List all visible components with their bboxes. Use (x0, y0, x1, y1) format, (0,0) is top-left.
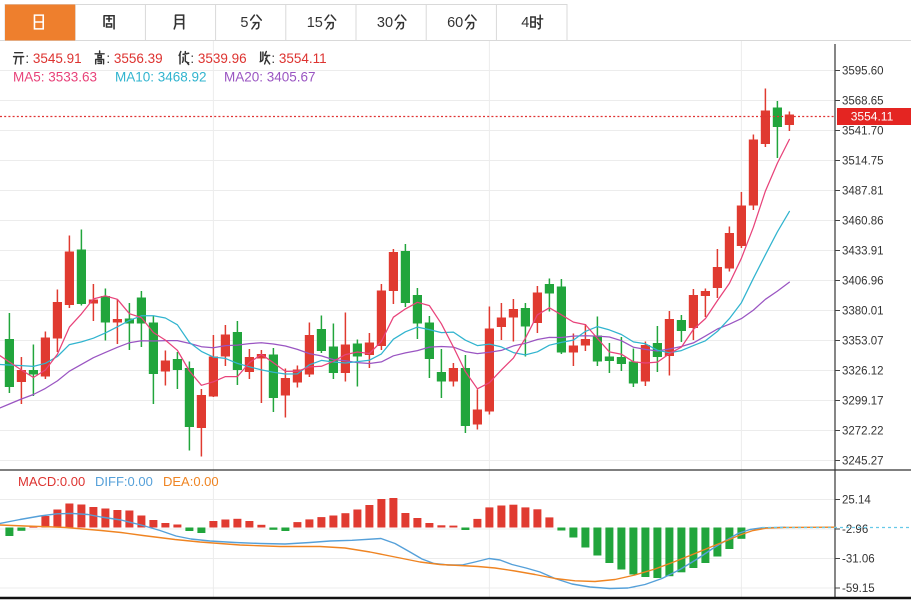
svg-text:3554.11: 3554.11 (851, 110, 894, 124)
svg-text:3433.91: 3433.91 (842, 246, 884, 258)
svg-text::: : (106, 51, 110, 66)
svg-text:DEA:0.00: DEA:0.00 (163, 474, 219, 489)
svg-text:3299.17: 3299.17 (842, 396, 884, 408)
svg-text:MA10: 3468.92: MA10: 3468.92 (115, 70, 207, 85)
svg-text:3568.65: 3568.65 (842, 96, 884, 108)
svg-text:MACD:0.00: MACD:0.00 (18, 474, 85, 489)
svg-text:3272.22: 3272.22 (842, 426, 884, 438)
svg-text:4: 4 (521, 15, 529, 31)
svg-text:MA5: 3533.63: MA5: 3533.63 (13, 70, 97, 85)
svg-text:5: 5 (240, 15, 248, 31)
svg-text:3460.86: 3460.86 (842, 216, 884, 228)
svg-text:3353.07: 3353.07 (842, 336, 884, 348)
svg-text:3487.81: 3487.81 (842, 186, 884, 198)
svg-text:3380.01: 3380.01 (842, 306, 884, 318)
svg-text::: : (25, 51, 29, 66)
svg-text:3595.60: 3595.60 (842, 66, 884, 78)
svg-text:-2.96: -2.96 (842, 524, 868, 536)
svg-text:15: 15 (307, 15, 323, 31)
svg-text:DIFF:0.00: DIFF:0.00 (95, 474, 153, 489)
svg-text:60: 60 (447, 15, 463, 31)
svg-text:3539.96: 3539.96 (198, 51, 247, 66)
svg-text:3556.39: 3556.39 (114, 51, 163, 66)
svg-text:-31.06: -31.06 (842, 554, 875, 566)
svg-text::: : (190, 51, 194, 66)
svg-text:3554.11: 3554.11 (279, 51, 327, 66)
svg-text:30: 30 (377, 15, 393, 31)
svg-text:3326.12: 3326.12 (842, 366, 884, 378)
svg-text:3541.70: 3541.70 (842, 126, 884, 138)
svg-text:3545.91: 3545.91 (33, 51, 82, 66)
svg-text:25.14: 25.14 (842, 495, 871, 507)
svg-text:3245.27: 3245.27 (842, 456, 884, 468)
svg-text:3514.75: 3514.75 (842, 156, 884, 168)
svg-text:MA20: 3405.67: MA20: 3405.67 (224, 70, 316, 85)
svg-text:-59.15: -59.15 (842, 583, 875, 595)
svg-text:3406.96: 3406.96 (842, 276, 884, 288)
svg-text::: : (271, 51, 275, 66)
